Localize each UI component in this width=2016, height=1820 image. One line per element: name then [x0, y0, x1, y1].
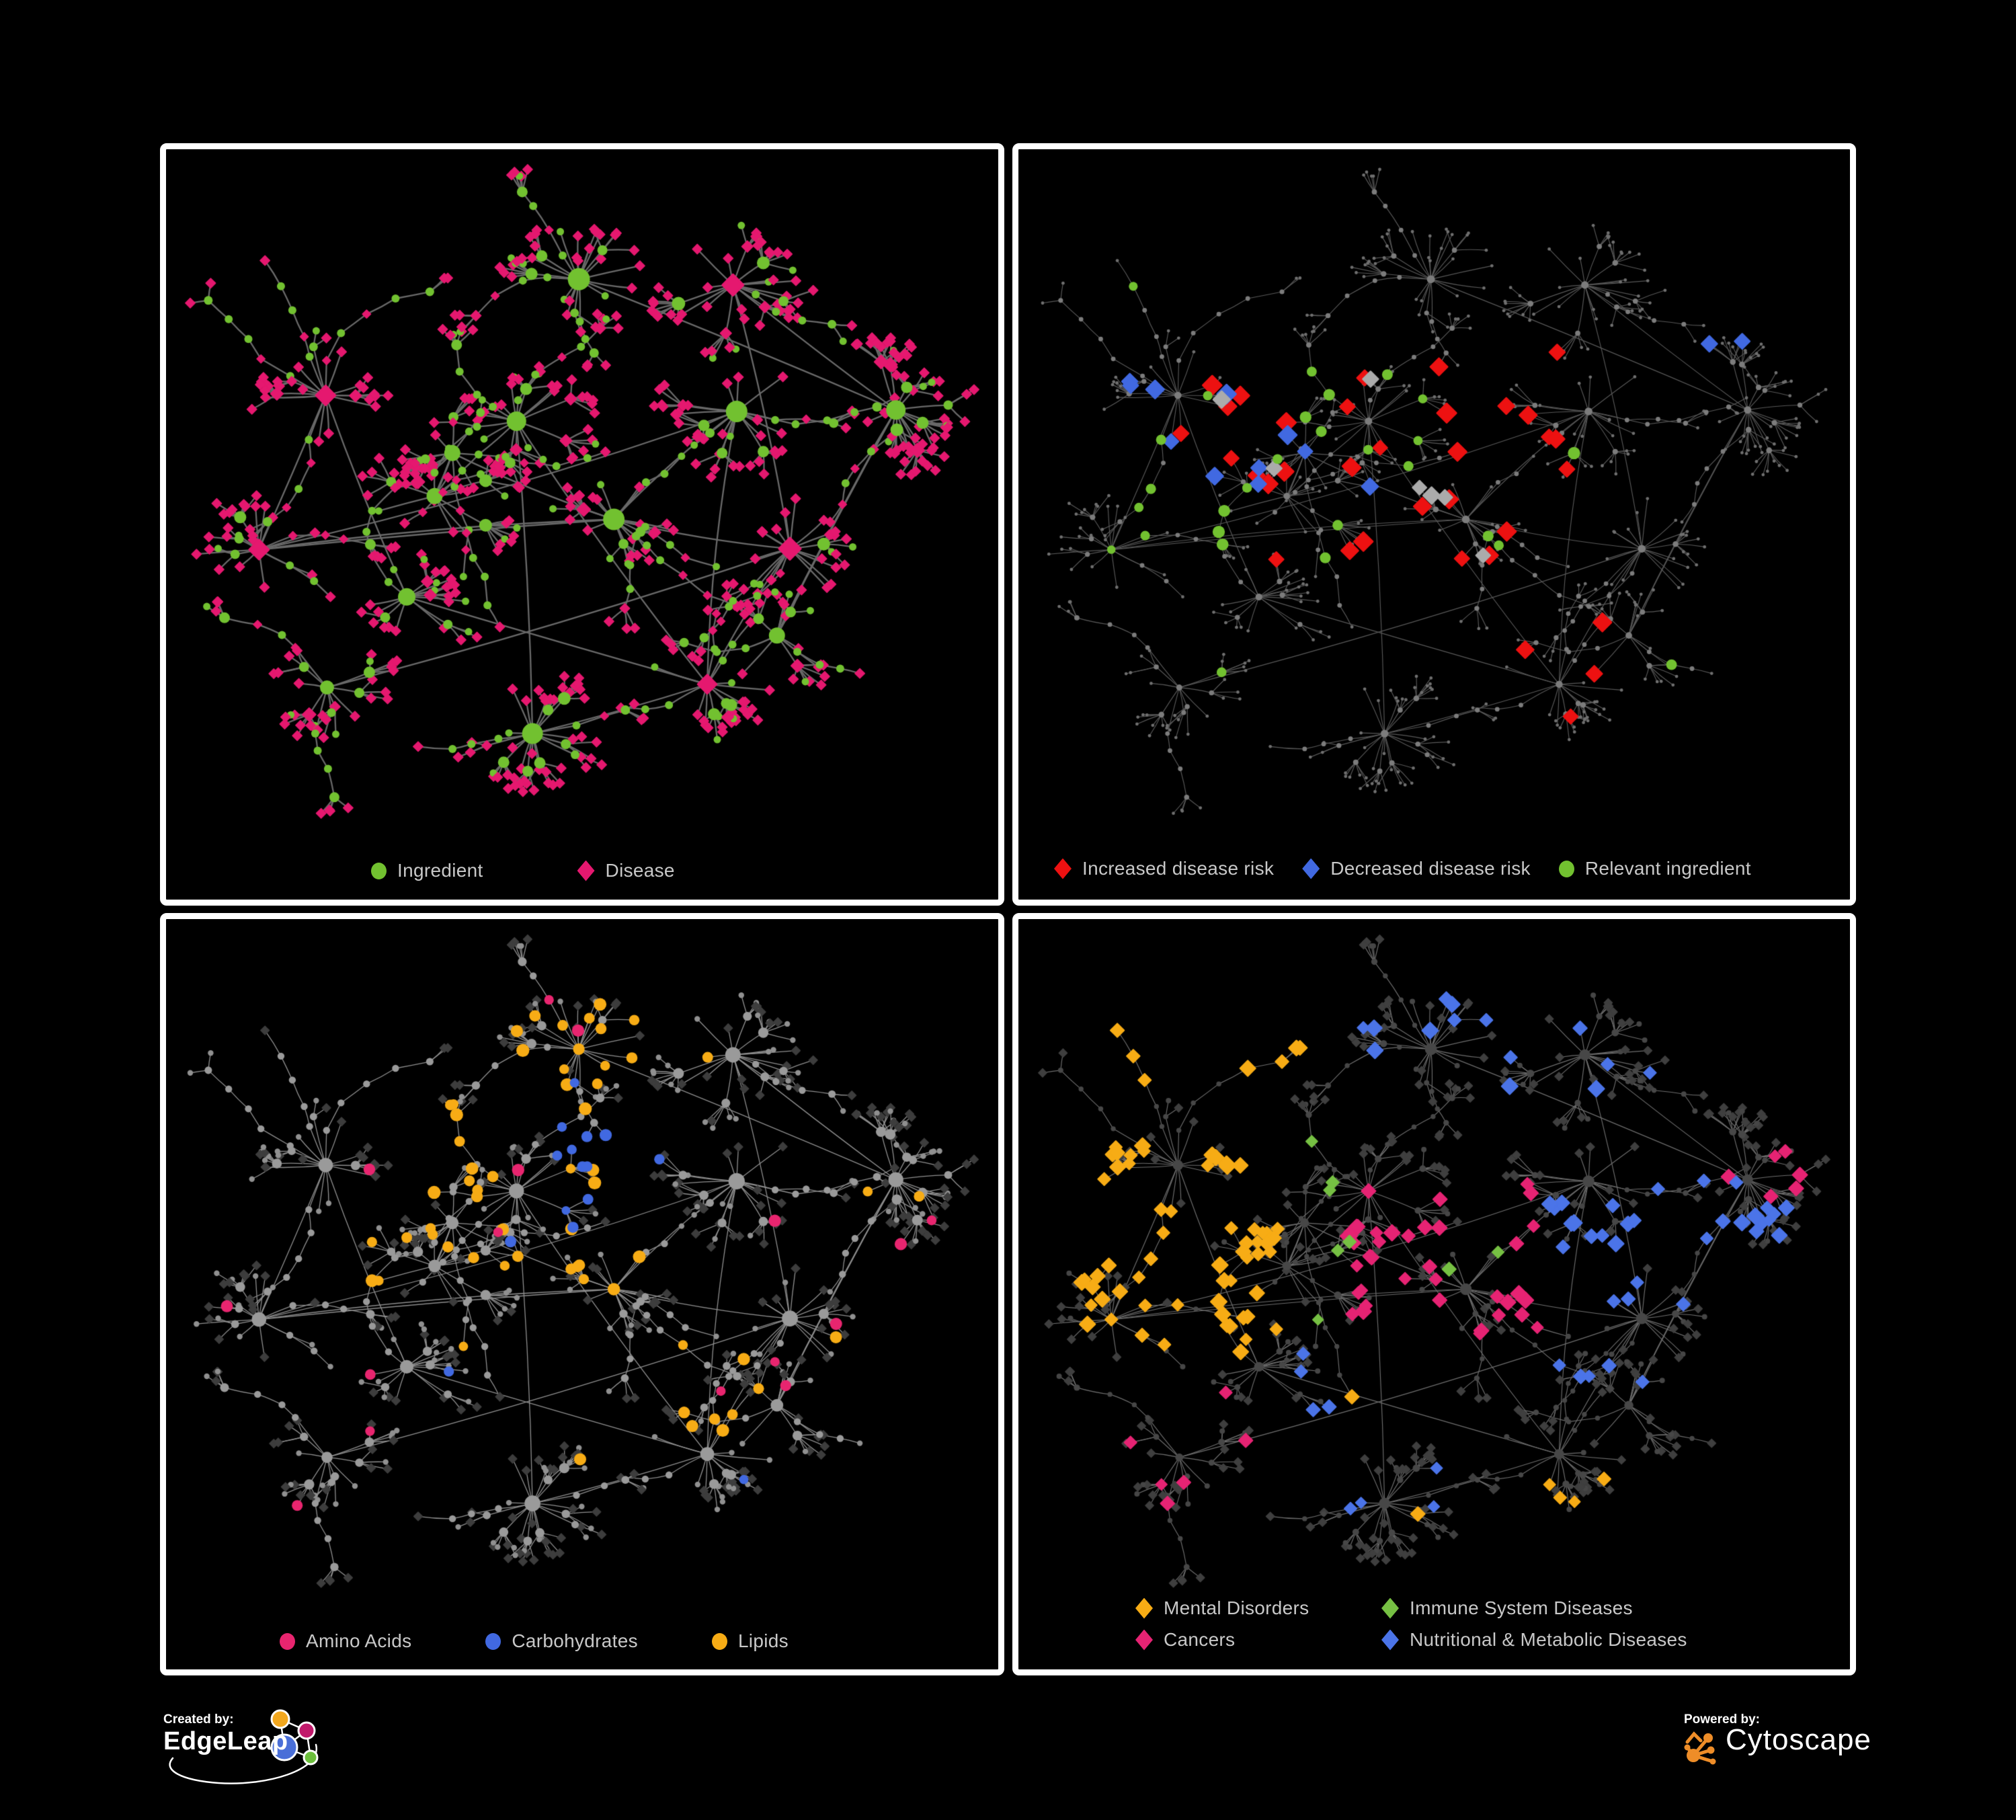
cytoscape-logo-icon — [1684, 1731, 1716, 1765]
panel-disease-risk: Increased disease risk Decreased disease… — [1012, 143, 1856, 906]
network-canvas-ingredient-disease — [166, 149, 998, 900]
edgeleap-brand-text: EdgeLeap — [163, 1727, 288, 1755]
created-by-block: Created by: EdgeLeap — [163, 1709, 365, 1800]
legend-item-label: Ingredient — [397, 860, 483, 881]
legend-item-label: Carbohydrates — [512, 1630, 638, 1651]
legend-item-label: Lipids — [737, 1630, 789, 1651]
edgeleap-logo-icon — [169, 1709, 319, 1784]
legend-item: Disease — [577, 859, 675, 882]
network-canvas-disease-classes — [1018, 919, 1850, 1669]
immune-system-diseases-marker-icon — [1381, 1597, 1399, 1619]
legend-item: Relevant ingredient — [1558, 857, 1751, 880]
network-canvas-nutrient-classes — [166, 919, 998, 1669]
legend-item: Mental Disorders — [1135, 1597, 1381, 1620]
mental-disorders-marker-icon — [1135, 1597, 1153, 1619]
legend-item: Decreased disease risk — [1302, 857, 1531, 880]
legend-item: Amino Acids — [280, 1630, 411, 1653]
amino-acids-marker-icon — [280, 1632, 295, 1650]
legend-item-label: Amino Acids — [306, 1630, 412, 1651]
cytoscape-brand-text: Cytoscape — [1726, 1723, 1871, 1756]
legend-item: Nutritional & Metabolic Diseases — [1381, 1628, 1687, 1651]
legend-item-label: Nutritional & Metabolic Diseases — [1410, 1629, 1687, 1650]
legend-item: Increased disease risk — [1054, 857, 1274, 880]
nutritional-metabolic-diseases-marker-icon — [1381, 1629, 1399, 1651]
carbohydrates-marker-icon — [485, 1632, 501, 1650]
legend-item: Immune System Diseases — [1381, 1597, 1687, 1620]
panel-disease-classes: Mental Disorders Immune System Diseases … — [1012, 913, 1856, 1675]
lipids-marker-icon — [711, 1632, 727, 1650]
legend-item-label: Decreased disease risk — [1330, 858, 1531, 879]
ingredient-marker-icon — [371, 862, 387, 879]
legend-item-label: Mental Disorders — [1164, 1597, 1309, 1618]
legend-disease-risk: Increased disease risk Decreased disease… — [1054, 857, 1751, 880]
legend-nutrient-classes: Amino Acids Carbohydrates Lipids — [280, 1630, 789, 1653]
panel-ingredient-disease: Ingredient Disease — [160, 143, 1004, 906]
legend-item-label: Cancers — [1164, 1629, 1236, 1650]
powered-by-label: Powered by: — [1684, 1712, 1760, 1727]
panel-nutrient-classes: Amino Acids Carbohydrates Lipids — [160, 913, 1004, 1675]
legend-item: Lipids — [711, 1630, 789, 1653]
legend-item: Carbohydrates — [485, 1630, 638, 1653]
legend-item: Ingredient — [371, 859, 483, 882]
legend-item-label: Increased disease risk — [1082, 858, 1275, 879]
legend-item-label: Disease — [605, 860, 675, 881]
powered-by-block: Powered by: Cytoscape — [1684, 1712, 1912, 1786]
relevant-ingredient-marker-icon — [1558, 860, 1574, 877]
increased-risk-marker-icon — [1054, 858, 1072, 879]
cancers-marker-icon — [1135, 1629, 1153, 1651]
legend-disease-classes: Mental Disorders Immune System Diseases … — [1135, 1597, 1687, 1651]
legend-ingredient-disease: Ingredient Disease — [371, 859, 675, 882]
created-by-label: Created by: — [163, 1712, 234, 1727]
legend-item-label: Immune System Diseases — [1410, 1597, 1633, 1618]
legend-item-label: Relevant ingredient — [1584, 858, 1751, 879]
legend-item: Cancers — [1135, 1628, 1381, 1651]
decreased-risk-marker-icon — [1302, 858, 1320, 879]
disease-marker-icon — [577, 860, 595, 881]
network-canvas-disease-risk — [1018, 149, 1850, 900]
